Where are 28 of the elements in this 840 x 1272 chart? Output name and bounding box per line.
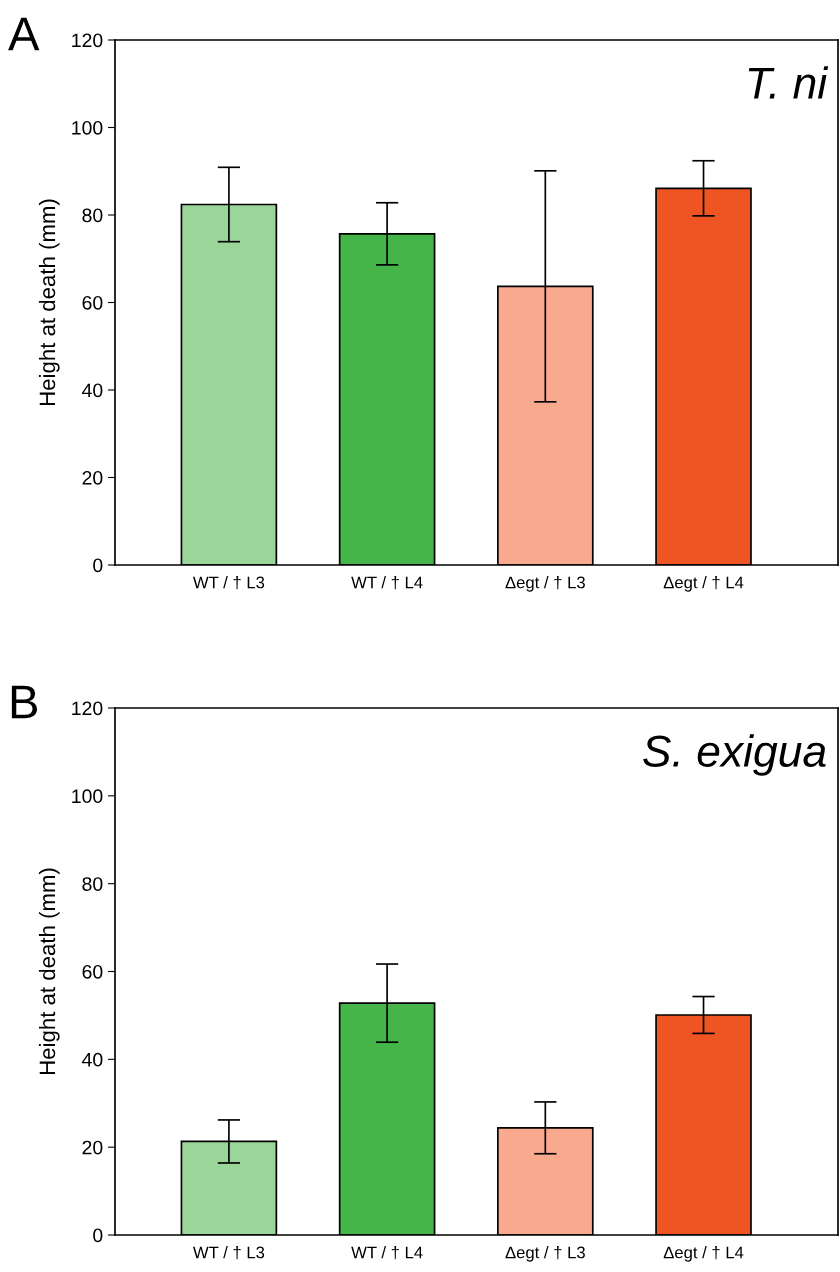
y-tick-label: 120 (72, 33, 103, 48)
chart-title: T. ni (748, 66, 829, 99)
y-tick-label: 0 (93, 1228, 103, 1243)
y-tick-label: 40 (82, 1052, 103, 1067)
y-tick-label: 100 (72, 120, 103, 135)
x-tick-label: WT / † L3 (193, 1246, 265, 1260)
x-tick-label: Δegt / † L4 (663, 1246, 744, 1262)
y-axis-title: Height at death (mm) (38, 868, 60, 1075)
x-tick-label: WT / † L4 (351, 576, 423, 590)
y-tick-label: 100 (72, 789, 103, 804)
text: S. exigua (643, 734, 826, 776)
y-tick-label: 60 (82, 964, 103, 979)
y-tick-label: 80 (82, 877, 103, 891)
x-tick-label: Δegt / † L4 (663, 576, 744, 592)
y-tick-label: 60 (82, 295, 103, 310)
y-tick-label: 0 (93, 558, 103, 573)
y-tick-label: 120 (72, 701, 103, 716)
x-tick-label: WT / † L3 (193, 576, 265, 590)
x-tick-label: Δegt / † L3 (505, 1246, 585, 1262)
x-tick-label: WT / † L4 (351, 1246, 423, 1260)
text: B (11, 685, 37, 719)
x-tick-label: Δegt / † L3 (505, 576, 585, 592)
y-tick-label: 20 (82, 1140, 103, 1155)
y-axis-title: Height at death (mm) (38, 199, 60, 406)
text: A (8, 17, 40, 51)
y-tick-label: 40 (82, 383, 103, 398)
y-tick-label: 80 (82, 208, 103, 223)
y-tick-label: 20 (82, 470, 103, 485)
